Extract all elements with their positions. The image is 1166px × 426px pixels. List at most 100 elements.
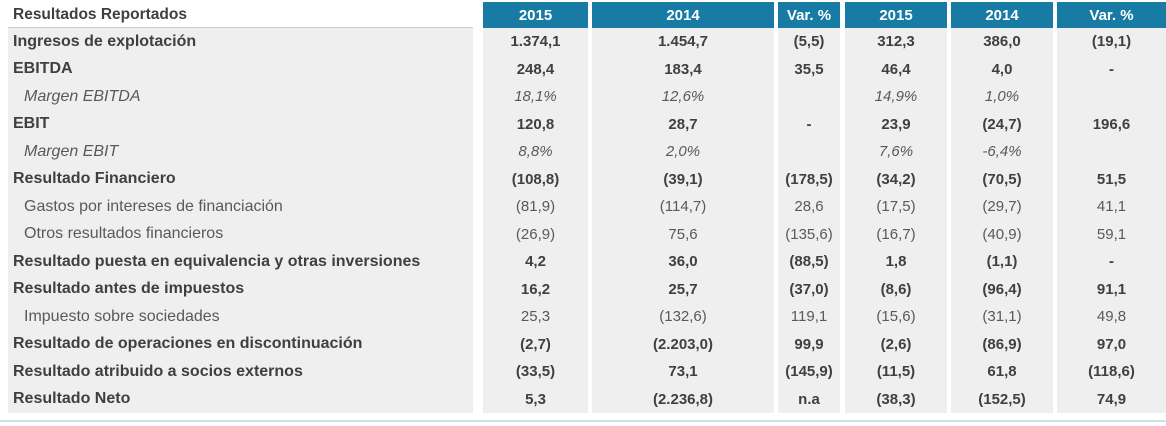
cell-value: (5,5) xyxy=(778,28,840,56)
column-header-2014-a: 2014 xyxy=(592,2,774,28)
cell-value: -6,4% xyxy=(951,138,1053,166)
table-row: Impuesto sobre sociedades 25,3 (132,6) 119,… xyxy=(0,303,1166,331)
row-label: Otros resultados financieros xyxy=(8,220,473,248)
report-table: Resultados Reportados 2015 2014 Var. % 2… xyxy=(0,2,1166,413)
cell-value: 75,6 xyxy=(592,220,774,248)
cell-value: 8,8% xyxy=(483,138,588,166)
column-header-var-a: Var. % xyxy=(778,2,840,28)
table-row: EBITDA 248,4 183,4 35,5 46,4 4,0- xyxy=(0,55,1166,83)
cell-value: 73,1 xyxy=(592,358,774,386)
cell-value: (31,1) xyxy=(951,303,1053,331)
cell-value: (26,9) xyxy=(483,220,588,248)
cell-value: (24,7) xyxy=(951,110,1053,138)
cell-value xyxy=(778,83,840,111)
cell-value: (108,8) xyxy=(483,165,588,193)
cell-value: (2,6) xyxy=(845,330,947,358)
cell-value: 25,7 xyxy=(592,275,774,303)
table-header-row: Resultados Reportados 2015 2014 Var. % 2… xyxy=(0,2,1166,28)
cell-value: (96,4) xyxy=(951,275,1053,303)
cell-value: (2.203,0) xyxy=(592,330,774,358)
cell-value: (2.236,8) xyxy=(592,385,774,413)
cell-value: - xyxy=(1057,248,1166,276)
table-row: EBIT 120,8 28,7-23,9 (24,7) 196,6 xyxy=(0,110,1166,138)
cell-value: 61,8 xyxy=(951,358,1053,386)
cell-value: (33,5) xyxy=(483,358,588,386)
cell-value: (88,5) xyxy=(778,248,840,276)
row-label: Resultado antes de impuestos xyxy=(8,275,473,303)
cell-value: (16,7) xyxy=(845,220,947,248)
table-row: Resultado atribuido a socios externos (33… xyxy=(0,358,1166,386)
row-label: Resultado Neto xyxy=(8,385,473,413)
row-label: EBIT xyxy=(8,110,473,138)
bottom-accent-line xyxy=(0,420,1166,422)
cell-value: (132,6) xyxy=(592,303,774,331)
cell-value: (34,2) xyxy=(845,165,947,193)
row-label: Ingresos de explotación xyxy=(8,28,473,56)
cell-value xyxy=(1057,83,1166,111)
cell-value: - xyxy=(1057,55,1166,83)
cell-value: 4,2 xyxy=(483,248,588,276)
cell-value: 49,8 xyxy=(1057,303,1166,331)
row-label: Resultado atribuido a socios externos xyxy=(8,358,473,386)
cell-value: n.a xyxy=(778,385,840,413)
table-row: Resultado Neto 5,3 (2.236,8) n.a (38,3) (152,… xyxy=(0,385,1166,413)
row-label: Impuesto sobre sociedades xyxy=(8,303,473,331)
cell-value: (86,9) xyxy=(951,330,1053,358)
table-body: Ingresos de explotación 1.374,1 1.454,7 (5,… xyxy=(0,28,1166,413)
table-row: Ingresos de explotación 1.374,1 1.454,7 (5,… xyxy=(0,28,1166,56)
cell-value: (178,5) xyxy=(778,165,840,193)
table-row: Margen EBIT 8,8% 2,0% 7,6% -6,4% xyxy=(0,138,1166,166)
cell-value: 41,1 xyxy=(1057,193,1166,221)
cell-value: 1.454,7 xyxy=(592,28,774,56)
cell-value: 25,3 xyxy=(483,303,588,331)
row-label: EBITDA xyxy=(8,55,473,83)
table-row: Margen EBITDA 18,1% 12,6% 14,9% 1,0% xyxy=(0,83,1166,111)
row-label: Resultado Financiero xyxy=(8,165,473,193)
cell-value: 16,2 xyxy=(483,275,588,303)
cell-value: 59,1 xyxy=(1057,220,1166,248)
cell-value: 2,0% xyxy=(592,138,774,166)
cell-value: 23,9 xyxy=(845,110,947,138)
cell-value: (38,3) xyxy=(845,385,947,413)
column-header-2015-b: 2015 xyxy=(845,2,947,28)
cell-value: (114,7) xyxy=(592,193,774,221)
cell-value: (145,9) xyxy=(778,358,840,386)
cell-value: (37,0) xyxy=(778,275,840,303)
cell-value: 183,4 xyxy=(592,55,774,83)
cell-value: 248,4 xyxy=(483,55,588,83)
cell-value: 1,8 xyxy=(845,248,947,276)
cell-value: (15,6) xyxy=(845,303,947,331)
cell-value: 5,3 xyxy=(483,385,588,413)
cell-value: (39,1) xyxy=(592,165,774,193)
cell-value: - xyxy=(778,110,840,138)
cell-value: 1.374,1 xyxy=(483,28,588,56)
cell-value: 7,6% xyxy=(845,138,947,166)
table-row: Resultado de operaciones en discontinuac… xyxy=(0,330,1166,358)
cell-value: 28,6 xyxy=(778,193,840,221)
cell-value: (118,6) xyxy=(1057,358,1166,386)
cell-value: 46,4 xyxy=(845,55,947,83)
column-header-2015-a: 2015 xyxy=(483,2,588,28)
cell-value: (8,6) xyxy=(845,275,947,303)
cell-value: (17,5) xyxy=(845,193,947,221)
cell-value: 97,0 xyxy=(1057,330,1166,358)
cell-value: (1,1) xyxy=(951,248,1053,276)
cell-value: 1,0% xyxy=(951,83,1053,111)
cell-value: (152,5) xyxy=(951,385,1053,413)
cell-value: 74,9 xyxy=(1057,385,1166,413)
cell-value xyxy=(778,138,840,166)
cell-value: (19,1) xyxy=(1057,28,1166,56)
cell-value: 196,6 xyxy=(1057,110,1166,138)
cell-value: 28,7 xyxy=(592,110,774,138)
table-row: Otros resultados financieros (26,9) 75,6 (1… xyxy=(0,220,1166,248)
cell-value: 4,0 xyxy=(951,55,1053,83)
cell-value: 18,1% xyxy=(483,83,588,111)
cell-value: 36,0 xyxy=(592,248,774,276)
cell-value: 119,1 xyxy=(778,303,840,331)
column-header-var-b: Var. % xyxy=(1057,2,1166,28)
cell-value: 14,9% xyxy=(845,83,947,111)
cell-value: 51,5 xyxy=(1057,165,1166,193)
cell-value: (81,9) xyxy=(483,193,588,221)
cell-value xyxy=(1057,138,1166,166)
row-label: Gastos por intereses de financiación xyxy=(8,193,473,221)
